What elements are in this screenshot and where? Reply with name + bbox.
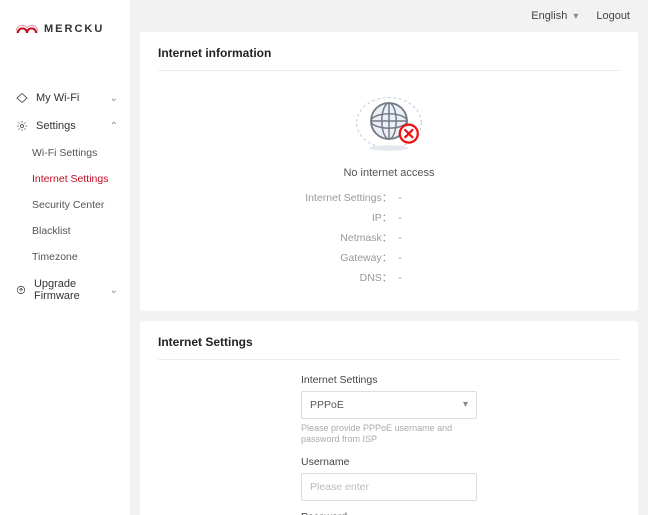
row-settings-v: -	[398, 189, 620, 209]
nav-settings-label: Settings	[36, 120, 76, 132]
content: Internet information No internet access …	[130, 32, 648, 515]
mode-label: Internet Settings	[301, 374, 477, 386]
nav: My Wi-Fi ⌄ Settings ⌃ Wi-Fi Settings Int…	[0, 84, 130, 310]
nav-sub-blacklist[interactable]: Blacklist	[0, 218, 130, 244]
row-netmask-v: -	[398, 229, 620, 249]
nav-sub-security[interactable]: Security Center	[0, 192, 130, 218]
username-field-wrap	[301, 473, 477, 501]
info-rows: Internet Settings：- IP：- Netmask：- Gatew…	[158, 189, 620, 289]
language-selector[interactable]: English ▾	[531, 10, 578, 22]
language-label: English	[531, 10, 567, 22]
password-label: Password	[301, 511, 477, 515]
mode-helper: Please provide PPPoE username and passwo…	[301, 423, 477, 446]
internet-settings-card: Internet Settings Internet Settings PPPo…	[140, 321, 638, 515]
username-input[interactable]	[310, 481, 468, 493]
nav-upgrade[interactable]: Upgrade Firmware ⌄	[0, 270, 130, 310]
globe-illustration	[344, 85, 434, 157]
chevron-down-icon: ⌄	[110, 93, 118, 104]
gear-icon	[16, 120, 28, 132]
nav-sub-internet[interactable]: Internet Settings	[0, 166, 130, 192]
internet-info-title: Internet information	[158, 46, 620, 71]
upgrade-icon	[16, 284, 26, 296]
row-ip-v: -	[398, 209, 620, 229]
logout-link[interactable]: Logout	[596, 10, 630, 22]
logo-icon	[16, 22, 38, 36]
row-dns-v: -	[398, 269, 620, 289]
nav-sub-wifi[interactable]: Wi-Fi Settings	[0, 140, 130, 166]
wifi-icon	[16, 92, 28, 104]
internet-info-card: Internet information No internet access …	[140, 32, 638, 311]
chevron-down-icon: ▾	[573, 11, 578, 22]
row-gateway-k: Gateway：	[158, 249, 398, 269]
nav-upgrade-label: Upgrade Firmware	[34, 278, 110, 302]
chevron-up-icon: ⌃	[110, 121, 118, 132]
chevron-down-icon: ⌄	[110, 285, 118, 296]
row-gateway-v: -	[398, 249, 620, 269]
mode-value: PPPoE	[310, 399, 344, 411]
sidebar: MERCKU My Wi-Fi ⌄ Settings ⌃ Wi-Fi Setti…	[0, 0, 130, 515]
nav-settings[interactable]: Settings ⌃	[0, 112, 130, 140]
row-ip-k: IP：	[158, 209, 398, 229]
brand-logo: MERCKU	[0, 0, 130, 54]
brand-name: MERCKU	[44, 23, 104, 35]
chevron-down-icon: ▾	[463, 399, 468, 410]
no-internet-text: No internet access	[343, 167, 434, 179]
nav-sub-timezone[interactable]: Timezone	[0, 244, 130, 270]
nav-my-wifi[interactable]: My Wi-Fi ⌄	[0, 84, 130, 112]
row-settings-k: Internet Settings：	[158, 189, 398, 209]
row-netmask-k: Netmask：	[158, 229, 398, 249]
mode-select[interactable]: PPPoE ▾	[301, 391, 477, 419]
internet-settings-title: Internet Settings	[158, 335, 620, 360]
username-label: Username	[301, 456, 477, 468]
nav-my-wifi-label: My Wi-Fi	[36, 92, 79, 104]
row-dns-k: DNS：	[158, 269, 398, 289]
